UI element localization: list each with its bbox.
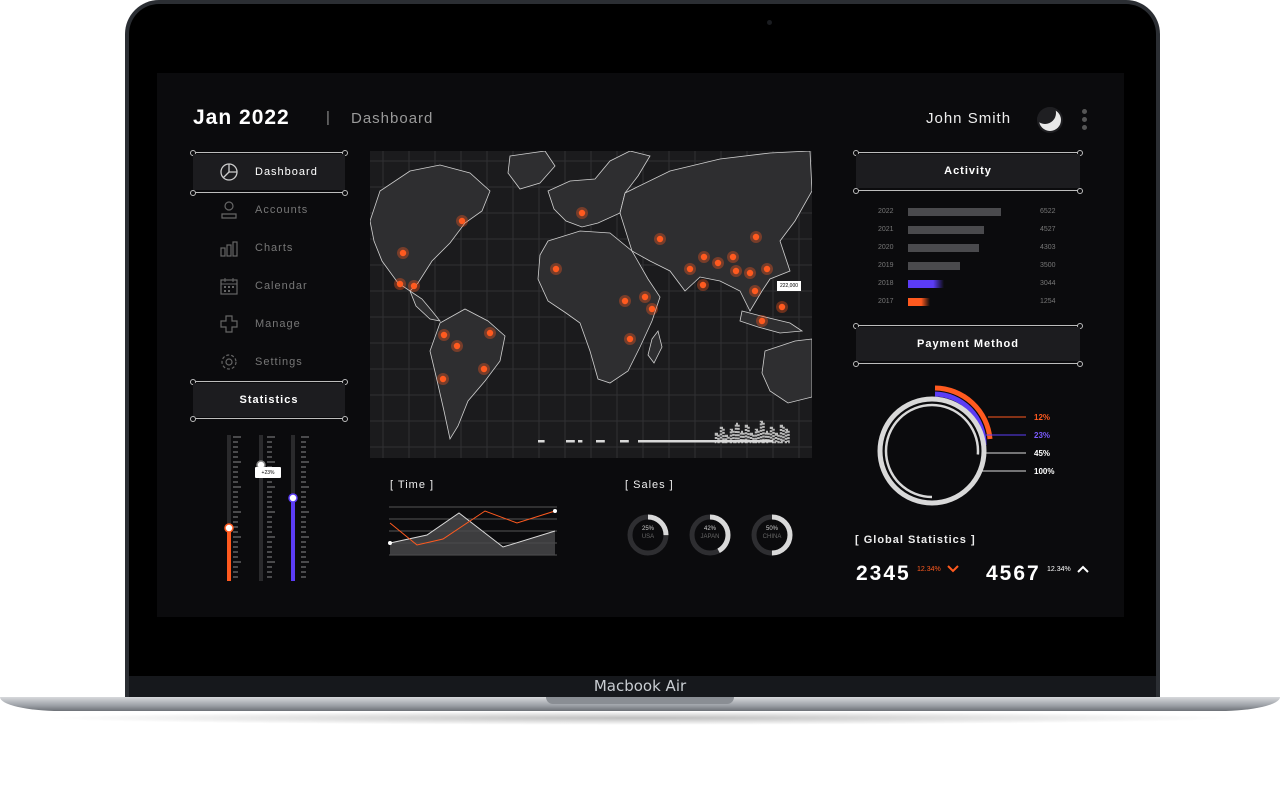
activity-row: 2020 4303 bbox=[872, 242, 1057, 254]
activity-row: 2021 4527 bbox=[872, 224, 1057, 236]
sidebar-item-label: Settings bbox=[255, 356, 303, 368]
activity-bar bbox=[908, 208, 1001, 216]
global-stat-pct: 12.34% bbox=[917, 566, 941, 573]
activity-value: 6522 bbox=[1040, 208, 1056, 215]
donut-country: JAPAN bbox=[700, 534, 720, 540]
divider bbox=[190, 190, 348, 196]
activity-value: 3500 bbox=[1040, 262, 1056, 269]
sales-label: [ Sales ] bbox=[625, 479, 674, 491]
activity-year: 2017 bbox=[878, 298, 894, 305]
divider bbox=[190, 416, 348, 422]
activity-bar bbox=[908, 262, 960, 270]
activity-bar bbox=[908, 226, 984, 234]
activity-row: 2022 6522 bbox=[872, 206, 1057, 218]
legend-23: 23% bbox=[1034, 431, 1051, 440]
sidebar-item-label: Accounts bbox=[255, 204, 309, 216]
world-map[interactable]: 222,000 bbox=[370, 151, 812, 458]
bar-chart-icon bbox=[219, 238, 239, 258]
plus-icon bbox=[219, 314, 239, 334]
chevron-down-icon bbox=[947, 565, 959, 573]
chevron-up-icon bbox=[1077, 565, 1089, 573]
global-stats-label: [ Global Statistics ] bbox=[855, 534, 976, 546]
global-stat-value: 4567 bbox=[986, 562, 1041, 585]
sidebar-item-settings[interactable]: Settings bbox=[193, 344, 345, 380]
laptop-chin bbox=[129, 676, 1156, 697]
sales-donut-japan: 42% JAPAN bbox=[688, 513, 732, 557]
more-menu-icon[interactable] bbox=[1082, 109, 1087, 133]
divider bbox=[853, 361, 1083, 367]
donut-country: USA bbox=[641, 534, 655, 540]
activity-year: 2019 bbox=[878, 262, 894, 269]
activity-value: 1254 bbox=[1040, 298, 1056, 305]
donut-pct: 25% bbox=[641, 526, 654, 532]
activity-row: 2018 3044 bbox=[872, 278, 1057, 290]
activity-bar bbox=[908, 298, 930, 306]
calendar-icon bbox=[219, 276, 239, 296]
laptop-shadow bbox=[40, 711, 1240, 725]
sidebar-item-label: Charts bbox=[255, 242, 294, 254]
slider-tooltip: +23% bbox=[255, 467, 281, 478]
donut-country: CHINA bbox=[762, 534, 782, 540]
activity-value: 4527 bbox=[1040, 226, 1056, 233]
sidebar-item-manage[interactable]: Manage bbox=[193, 306, 345, 342]
sidebar-item-dashboard[interactable]: Dashboard bbox=[193, 154, 345, 190]
page-title: Jan 2022 bbox=[193, 106, 290, 129]
laptop-notch bbox=[546, 697, 734, 704]
sales-donut-usa: 25% USA bbox=[626, 513, 670, 557]
map-tooltip: 222,000 bbox=[777, 281, 801, 291]
user-name[interactable]: John Smith bbox=[926, 110, 1012, 127]
sales-donut-china: 50% CHINA bbox=[750, 513, 794, 557]
legend-45: 45% bbox=[1034, 449, 1051, 458]
activity-row: 2019 3500 bbox=[872, 260, 1057, 272]
divider bbox=[853, 188, 1083, 194]
activity-bar bbox=[908, 280, 944, 288]
gear-icon bbox=[219, 352, 239, 372]
legend-12: 12% bbox=[1034, 413, 1051, 422]
activity-year: 2022 bbox=[878, 208, 894, 215]
laptop-base bbox=[0, 697, 1280, 711]
title-separator: | bbox=[326, 109, 330, 126]
sidebar-item-charts[interactable]: Charts bbox=[193, 230, 345, 266]
payment-ring-chart bbox=[877, 385, 1026, 506]
global-stat-value: 2345 bbox=[856, 562, 911, 585]
statistics-header: Statistics bbox=[193, 383, 345, 417]
divider bbox=[190, 379, 348, 385]
device-label: Macbook Air bbox=[593, 677, 687, 695]
donut-pct: 50% bbox=[765, 526, 778, 532]
activity-year: 2021 bbox=[878, 226, 894, 233]
time-label: [ Time ] bbox=[390, 479, 435, 491]
sidebar-item-label: Calendar bbox=[255, 280, 308, 292]
activity-year: 2020 bbox=[878, 244, 894, 251]
activity-row: 2017 1254 bbox=[872, 296, 1057, 308]
sidebar-item-accounts[interactable]: Accounts bbox=[193, 192, 345, 228]
divider bbox=[853, 150, 1083, 156]
page-subtitle: Dashboard bbox=[351, 110, 434, 127]
avatar[interactable] bbox=[1037, 107, 1063, 133]
activity-bar bbox=[908, 244, 979, 252]
legend-100: 100% bbox=[1034, 467, 1055, 476]
time-chart bbox=[388, 506, 557, 556]
activity-header: Activity bbox=[856, 154, 1080, 188]
donut-pct: 42% bbox=[703, 526, 716, 532]
activity-year: 2018 bbox=[878, 280, 894, 287]
sidebar-item-label: Manage bbox=[255, 318, 301, 330]
sidebar-item-label: Dashboard bbox=[255, 166, 318, 178]
world-map-graphic bbox=[370, 151, 812, 458]
activity-value: 4303 bbox=[1040, 244, 1056, 251]
statistics-sliders bbox=[224, 435, 309, 581]
user-icon bbox=[219, 200, 239, 220]
dashboard-screen: Jan 2022 | Dashboard John Smith Dashboar… bbox=[157, 73, 1124, 617]
divider bbox=[190, 150, 348, 156]
pie-chart-icon bbox=[219, 162, 239, 182]
camera-icon bbox=[767, 20, 772, 25]
divider bbox=[853, 323, 1083, 329]
global-stat-pct: 12.34% bbox=[1047, 566, 1071, 573]
sidebar-item-calendar[interactable]: Calendar bbox=[193, 268, 345, 304]
activity-value: 3044 bbox=[1040, 280, 1056, 287]
payment-header: Payment Method bbox=[856, 327, 1080, 361]
